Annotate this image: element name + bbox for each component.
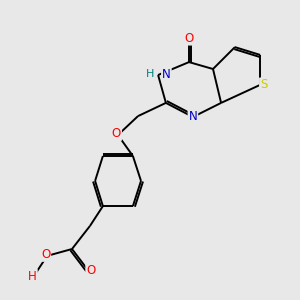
Text: H: H <box>28 269 37 283</box>
Text: O: O <box>184 32 194 45</box>
Text: N: N <box>162 68 171 82</box>
Text: H: H <box>146 69 154 80</box>
Text: O: O <box>86 263 95 277</box>
Text: O: O <box>41 248 50 261</box>
Text: N: N <box>188 110 197 124</box>
Text: O: O <box>112 127 121 140</box>
Text: S: S <box>260 78 267 92</box>
